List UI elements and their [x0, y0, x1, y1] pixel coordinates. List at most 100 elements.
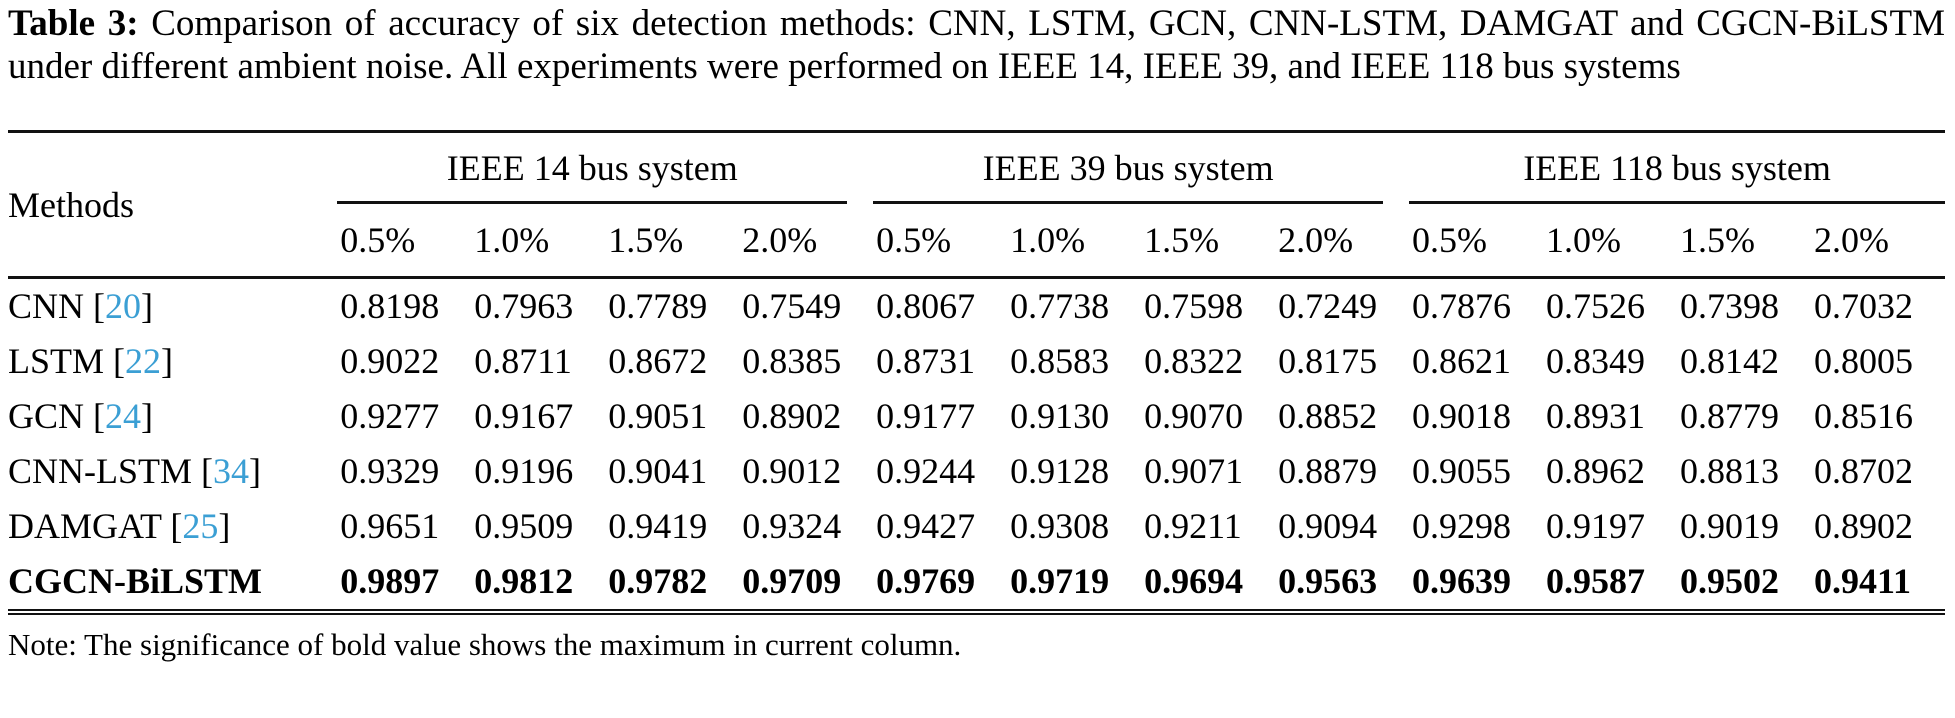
accuracy-value: 0.9022	[340, 341, 440, 381]
accuracy-value: 0.9196	[474, 451, 574, 491]
accuracy-value: 0.9071	[1144, 451, 1244, 491]
accuracy-value: 0.8175	[1278, 341, 1378, 381]
noise-level-header: 2.0%	[1813, 220, 1889, 260]
accuracy-value: 0.8516	[1813, 396, 1913, 436]
citation-link[interactable]: 25	[182, 506, 219, 546]
accuracy-value: 0.9244	[876, 451, 976, 491]
accuracy-value: 0.7738	[1010, 286, 1110, 326]
group-header-ieee-39: IEEE 39 bus system	[873, 132, 1409, 204]
accuracy-value: 0.9427	[876, 506, 976, 546]
noise-level-header: 1.0%	[474, 220, 550, 260]
accuracy-value: 0.8962	[1546, 451, 1646, 491]
accuracy-value: 0.9769	[876, 561, 976, 601]
group-header-ieee-39-label: IEEE 39 bus system	[873, 147, 1384, 204]
table-row: CGCN-BiLSTM 0.9897 0.9812 0.9782 0.9709 0.976…	[8, 554, 1945, 612]
accuracy-value: 0.9782	[608, 561, 708, 601]
accuracy-value: 0.9329	[340, 451, 440, 491]
accuracy-value: 0.7598	[1144, 286, 1244, 326]
table-note: Note: The significance of bold value sho…	[8, 627, 962, 662]
caption-text: Comparison of accuracy of six detection …	[8, 3, 1946, 87]
group-header-row: Methods IEEE 14 bus system IEEE 39 bus s…	[8, 132, 1945, 225]
method-label: LSTM [22]	[8, 341, 174, 381]
accuracy-value: 0.9651	[340, 506, 440, 546]
accuracy-value: 0.9128	[1010, 451, 1110, 491]
accuracy-value: 0.7526	[1546, 286, 1646, 326]
noise-level-header: 1.5%	[608, 220, 684, 260]
group-header-ieee-118-label: IEEE 118 bus system	[1409, 147, 1945, 204]
method-label: CGCN-BiLSTM	[8, 554, 337, 612]
accuracy-value: 0.9197	[1546, 506, 1646, 546]
accuracy-value: 0.9070	[1144, 396, 1244, 436]
accuracy-value: 0.9041	[608, 451, 708, 491]
accuracy-value: 0.8349	[1546, 341, 1646, 381]
accuracy-value: 0.9419	[608, 506, 708, 546]
accuracy-value: 0.7549	[742, 286, 842, 326]
accuracy-value: 0.8583	[1010, 341, 1110, 381]
accuracy-value: 0.9639	[1412, 561, 1512, 601]
accuracy-value: 0.9051	[608, 396, 708, 436]
accuracy-value: 0.9563	[1278, 561, 1378, 601]
accuracy-value: 0.9587	[1546, 561, 1646, 601]
accuracy-value: 0.9298	[1412, 506, 1512, 546]
accuracy-value: 0.8702	[1813, 451, 1913, 491]
accuracy-value: 0.8711	[474, 341, 572, 381]
accuracy-value: 0.9709	[742, 561, 842, 601]
accuracy-value: 0.8902	[1813, 506, 1913, 546]
accuracy-value: 0.7963	[474, 286, 574, 326]
accuracy-value: 0.9277	[340, 396, 440, 436]
accuracy-value: 0.9012	[742, 451, 842, 491]
table-body: CNN [20] 0.8198 0.7963 0.7789 0.7549 0.8067 0.…	[8, 278, 1945, 612]
accuracy-value: 0.8731	[876, 341, 976, 381]
accuracy-value: 0.9897	[340, 561, 440, 601]
method-label: GCN [24]	[8, 396, 154, 436]
accuracy-value: 0.9055	[1412, 451, 1512, 491]
accuracy-value: 0.9324	[742, 506, 842, 546]
accuracy-value: 0.8779	[1679, 396, 1779, 436]
accuracy-value: 0.8005	[1813, 341, 1913, 381]
method-name: GCN	[8, 396, 85, 436]
noise-level-header: 1.0%	[1010, 220, 1086, 260]
accuracy-value: 0.9018	[1412, 396, 1512, 436]
noise-level-header: 0.5%	[1412, 220, 1488, 260]
citation-link[interactable]: 24	[105, 396, 142, 436]
noise-level-header: 1.5%	[1144, 220, 1220, 260]
citation-link[interactable]: 22	[125, 341, 162, 381]
citation-link[interactable]: 34	[213, 451, 250, 491]
accuracy-value: 0.9812	[474, 561, 574, 601]
accuracy-value: 0.8142	[1679, 341, 1779, 381]
accuracy-value: 0.9502	[1679, 561, 1779, 601]
method-label: CNN-LSTM [34]	[8, 451, 262, 491]
citation-link[interactable]: 20	[105, 286, 142, 326]
accuracy-value: 0.8385	[742, 341, 842, 381]
method-name: CGCN-BiLSTM	[8, 561, 263, 601]
accuracy-value: 0.8198	[340, 286, 440, 326]
method-label: CNN [20]	[8, 286, 154, 326]
accuracy-value: 0.8621	[1412, 341, 1512, 381]
table-row: GCN [24] 0.9277 0.9167 0.9051 0.8902 0.9177 0.…	[8, 389, 1945, 444]
accuracy-value: 0.9094	[1278, 506, 1378, 546]
accuracy-value: 0.9509	[474, 506, 574, 546]
accuracy-value: 0.9177	[876, 396, 976, 436]
noise-level-header: 2.0%	[1278, 220, 1354, 260]
noise-level-header: 1.5%	[1679, 220, 1755, 260]
accuracy-value: 0.9719	[1010, 561, 1110, 601]
methods-column-header: Methods	[8, 184, 134, 225]
method-label: DAMGAT [25]	[8, 506, 231, 546]
method-name: CNN	[8, 286, 85, 326]
noise-level-header: 1.0%	[1546, 220, 1622, 260]
group-header-ieee-118: IEEE 118 bus system	[1409, 132, 1945, 204]
table-row: CNN [20] 0.8198 0.7963 0.7789 0.7549 0.8067 0.…	[8, 278, 1945, 335]
accuracy-value: 0.8902	[742, 396, 842, 436]
accuracy-value: 0.8067	[876, 286, 976, 326]
accuracy-value: 0.9130	[1010, 396, 1110, 436]
accuracy-value: 0.7249	[1278, 286, 1378, 326]
accuracy-value: 0.7789	[608, 286, 708, 326]
table-row: DAMGAT [25] 0.9651 0.9509 0.9419 0.9324 0.942…	[8, 499, 1945, 554]
method-name: LSTM	[8, 341, 105, 381]
accuracy-value: 0.8879	[1278, 451, 1378, 491]
accuracy-value: 0.7032	[1813, 286, 1913, 326]
accuracy-value: 0.8852	[1278, 396, 1378, 436]
noise-level-header: 0.5%	[340, 220, 416, 260]
accuracy-value: 0.7398	[1679, 286, 1779, 326]
